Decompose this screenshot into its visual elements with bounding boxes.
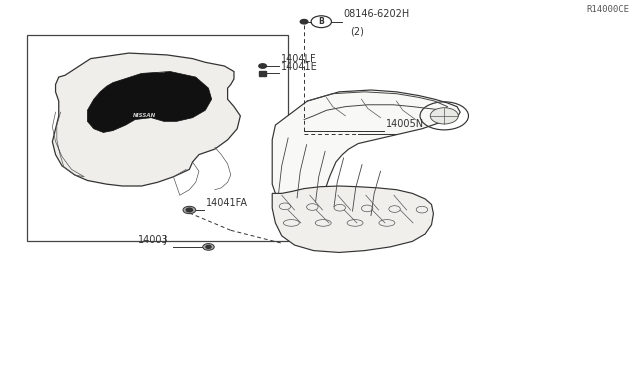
Text: (2): (2) bbox=[351, 26, 364, 36]
Circle shape bbox=[183, 206, 196, 214]
Text: B: B bbox=[318, 17, 324, 26]
Circle shape bbox=[430, 108, 458, 124]
Polygon shape bbox=[272, 90, 460, 210]
Circle shape bbox=[206, 246, 211, 248]
Text: 14041FA: 14041FA bbox=[206, 198, 248, 208]
Text: J: J bbox=[164, 235, 167, 245]
Polygon shape bbox=[272, 186, 433, 253]
Polygon shape bbox=[52, 53, 241, 186]
Bar bbox=[27, 35, 288, 241]
Text: NISSAN: NISSAN bbox=[133, 113, 156, 118]
Text: R14000CE: R14000CE bbox=[586, 5, 629, 14]
Text: 08146-6202H: 08146-6202H bbox=[344, 9, 410, 19]
Bar bbox=[259, 71, 266, 76]
Text: 1404LF: 1404LF bbox=[280, 54, 316, 64]
Circle shape bbox=[259, 64, 266, 68]
Polygon shape bbox=[88, 71, 212, 132]
Text: 14041E: 14041E bbox=[280, 61, 317, 71]
Text: 14003: 14003 bbox=[138, 235, 169, 245]
Text: 14005N: 14005N bbox=[386, 119, 424, 129]
Circle shape bbox=[186, 208, 193, 212]
Circle shape bbox=[300, 19, 308, 24]
Circle shape bbox=[203, 244, 214, 250]
